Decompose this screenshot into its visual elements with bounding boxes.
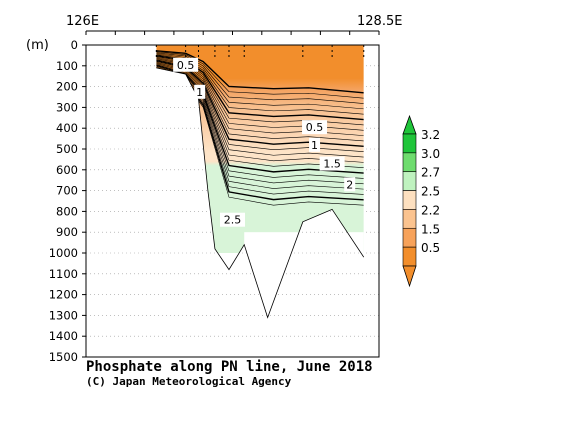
x-tick-label-128-5e: 128.5E: [357, 14, 402, 29]
contour-label-bg: [194, 84, 206, 99]
contour-label: 1: [311, 139, 318, 152]
plot-border: [85, 44, 380, 358]
colorbar-top-arrow: [402, 114, 417, 135]
x-tick-label-126e: 126E: [66, 14, 99, 29]
contour-label: 2: [346, 178, 353, 191]
colorbar-label: 3.2: [421, 128, 440, 142]
contour-line: [156, 50, 364, 94]
contour-label-bg: [220, 212, 245, 227]
colorbar-label: 0.5: [421, 241, 440, 255]
y-tick-label: 1500: [49, 350, 78, 364]
y-axis: 0 100 200 300 400 500 600 700 800 900 1000 1100 1200…: [49, 38, 86, 364]
y-tick-label: 900: [56, 225, 78, 239]
y-tick-label: 1100: [49, 267, 78, 281]
y-tick-label: 1400: [49, 329, 78, 343]
y-tick-label: 600: [56, 163, 78, 177]
x-ticks: [85, 31, 380, 35]
y-tick-label: 0: [71, 38, 78, 52]
credit-line: (C) Japan Meteorological Agency: [86, 375, 292, 388]
chart-title: Phosphate along PN line, June 2018: [86, 359, 373, 375]
y-tick-label: 800: [56, 204, 78, 218]
contour-label: 1: [196, 86, 203, 99]
colorbar-segment: [402, 190, 417, 210]
colorbar-label: 3.0: [421, 147, 440, 161]
colorbar: 3.2 3.0 2.7 2.5 2.2 1.5 0.5: [402, 114, 440, 288]
contour-line: [156, 64, 364, 169]
y-tick-label: 400: [56, 121, 78, 135]
y-tick-label: 700: [56, 184, 78, 198]
contour-line: [156, 51, 364, 99]
contour-label: 1.5: [323, 158, 341, 171]
colorbar-label: 2.7: [421, 166, 440, 180]
contour-label-bg: [302, 120, 328, 135]
colorbar-segment: [402, 133, 417, 154]
y-tick-label: 1200: [49, 288, 78, 302]
y-tick-label: 100: [56, 59, 78, 73]
colorbar-label: 2.5: [421, 185, 440, 199]
y-tick-label: 1000: [49, 246, 78, 260]
contour-label: 0.5: [306, 121, 324, 134]
plot-area: 0.5 1 0.5 1 1.5 2 2.5: [85, 44, 380, 358]
y-axis-unit: (m): [26, 38, 49, 53]
colorbar-segment: [402, 227, 417, 248]
y-tick-label: 200: [56, 80, 78, 94]
colorbar-label: 2.2: [421, 203, 440, 217]
colorbar-label: 1.5: [421, 222, 440, 236]
contour-label: 2.5: [224, 214, 242, 227]
y-tick-label: 1300: [49, 308, 78, 322]
colorbar-segment: [402, 246, 417, 267]
contour-label-bg: [173, 57, 199, 72]
contour-line: [156, 53, 364, 110]
contour-label-bg: [319, 156, 345, 171]
contour-labels: 0.5 1 0.5 1 1.5 2 2.5: [173, 57, 356, 227]
station-markers: [155, 45, 365, 58]
y-tick-label: 300: [56, 100, 78, 114]
contour-label-bg: [344, 177, 356, 192]
colorbar-segment: [402, 209, 417, 229]
x-axis-top: 126E 128.5E: [66, 14, 402, 35]
colorbar-segment: [402, 171, 417, 191]
contour-label: 0.5: [177, 59, 195, 72]
colorbar-segment: [402, 152, 417, 173]
colorbar-bottom-arrow: [402, 265, 417, 288]
contour-label-bg: [309, 137, 321, 152]
y-tick-label: 500: [56, 142, 78, 156]
